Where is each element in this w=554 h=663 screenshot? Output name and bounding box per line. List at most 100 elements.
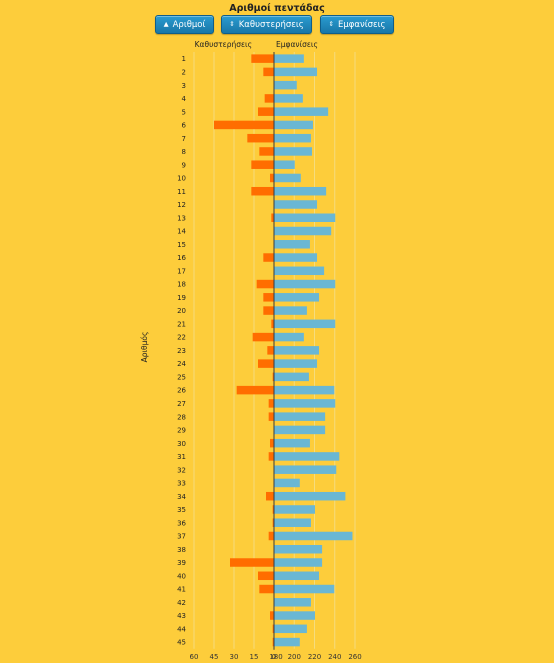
- category-label: 1: [182, 55, 186, 63]
- delay-bar: [252, 332, 274, 342]
- appearance-bar: [274, 505, 315, 514]
- appearance-bar: [274, 253, 318, 262]
- delay-bar: [259, 147, 274, 156]
- appearance-bar: [274, 186, 327, 196]
- appearance-bar: [274, 213, 336, 222]
- appearance-bar: [274, 67, 318, 77]
- delay-bar: [271, 213, 274, 222]
- appearance-bar: [274, 133, 311, 143]
- delay-bar: [268, 412, 274, 421]
- category-label: 10: [177, 175, 186, 183]
- bars: [214, 54, 353, 647]
- x-tick-label: 240: [328, 653, 341, 661]
- category-label: 43: [177, 612, 186, 620]
- sort-by-number-button[interactable]: ▲ Αριθμοί: [155, 15, 214, 34]
- sort-by-appearances-button[interactable]: ⇕ Εμφανίσεις: [320, 15, 394, 34]
- category-label: 39: [177, 559, 186, 567]
- category-label: 30: [177, 440, 186, 448]
- delay-bar: [266, 491, 274, 501]
- delay-bar: [272, 372, 274, 382]
- appearance-bar: [274, 518, 311, 527]
- category-label: 36: [177, 519, 186, 527]
- delay-bar: [251, 54, 274, 63]
- appearance-bar: [274, 293, 320, 302]
- appearance-bar: [274, 332, 304, 342]
- delay-bar: [264, 94, 274, 103]
- x-tick-label: 45: [210, 653, 219, 661]
- category-label: 8: [182, 148, 186, 156]
- appearance-bar: [274, 226, 332, 236]
- chart-title: Αριθμοί πεντάδας: [229, 3, 325, 14]
- category-label: 25: [177, 373, 186, 381]
- category-label: 18: [177, 281, 186, 289]
- sort-icon: ⇕: [328, 20, 334, 28]
- appearance-bar: [274, 637, 300, 647]
- category-label: 21: [177, 320, 186, 328]
- category-label: 4: [182, 95, 187, 103]
- category-label: 7: [182, 135, 186, 143]
- series-label-delays: Καθυστερήσεις: [195, 40, 252, 49]
- delay-bar: [236, 385, 274, 395]
- appearance-bar: [274, 372, 309, 382]
- category-label: 16: [177, 254, 186, 262]
- category-label: 33: [177, 480, 186, 488]
- appearance-bar: [274, 147, 312, 156]
- category-label: 42: [177, 599, 186, 607]
- appearance-bar: [274, 452, 340, 461]
- appearance-bar: [274, 624, 307, 634]
- category-label: 26: [177, 387, 186, 395]
- sort-by-appearances-label: Εμφανίσεις: [337, 20, 386, 30]
- appearance-bar: [274, 385, 335, 395]
- delay-bar: [258, 107, 274, 116]
- delay-bar: [214, 120, 274, 130]
- appearance-bar: [274, 438, 310, 448]
- appearance-bar: [274, 279, 336, 289]
- category-label: 35: [177, 506, 186, 514]
- x-tick-label: 15: [250, 653, 259, 661]
- delay-bar: [272, 518, 274, 527]
- delay-bar: [272, 637, 274, 647]
- appearance-bar: [274, 611, 315, 620]
- appearance-bar: [274, 107, 329, 116]
- appearance-bar: [274, 54, 304, 63]
- appearance-bar: [274, 399, 336, 408]
- delay-bar: [263, 67, 274, 77]
- delay-bar: [268, 399, 274, 408]
- appearance-bar: [274, 200, 318, 209]
- delay-bar: [263, 306, 274, 315]
- x-tick-label: 60: [190, 653, 199, 661]
- category-label: 2: [182, 68, 186, 76]
- category-label: 11: [177, 188, 186, 196]
- x-tick-label: 0: [272, 653, 276, 661]
- sort-by-delays-button[interactable]: ⇕ Καθυστερήσεις: [221, 15, 312, 34]
- appearance-bar: [274, 412, 326, 421]
- appearance-bar: [274, 478, 300, 488]
- appearance-bar: [274, 346, 320, 355]
- category-label: 5: [182, 108, 186, 116]
- delay-bar: [268, 452, 274, 461]
- category-label: 12: [177, 201, 186, 209]
- appearance-bar: [274, 491, 346, 501]
- appearance-bar: [274, 531, 353, 541]
- sort-ascending-icon: ▲: [163, 20, 169, 28]
- category-label: 3: [182, 82, 186, 90]
- appearance-bar: [274, 94, 303, 103]
- category-label: 24: [177, 360, 186, 368]
- appearance-bar: [274, 571, 320, 581]
- category-label: 38: [177, 546, 186, 554]
- x-tick-label: 220: [308, 653, 321, 661]
- appearance-bar: [274, 465, 337, 474]
- delay-bar: [267, 346, 274, 355]
- category-label: 9: [182, 161, 186, 169]
- delay-bar: [272, 624, 274, 634]
- delay-bar: [263, 253, 274, 262]
- delay-bar: [256, 279, 274, 289]
- category-label: 34: [177, 493, 186, 501]
- category-label: 14: [177, 228, 186, 236]
- delay-bar: [263, 293, 274, 302]
- appearance-bar: [274, 598, 311, 607]
- grid-lines: [193, 52, 356, 649]
- appearance-bar: [274, 306, 307, 315]
- appearance-bar: [274, 266, 325, 276]
